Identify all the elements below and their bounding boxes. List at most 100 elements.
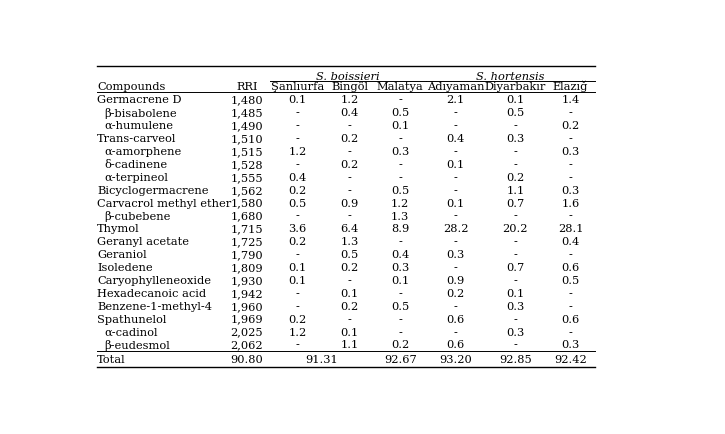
Text: α-humulene: α-humulene — [104, 121, 174, 131]
Text: Germacrene D: Germacrene D — [97, 95, 182, 105]
Text: 0.9: 0.9 — [447, 275, 465, 285]
Text: 0.1: 0.1 — [391, 275, 410, 285]
Text: 1,809: 1,809 — [231, 263, 263, 273]
Text: 0.4: 0.4 — [341, 108, 359, 118]
Text: -: - — [513, 340, 518, 350]
Text: 1,562: 1,562 — [231, 185, 263, 195]
Text: 1,490: 1,490 — [231, 121, 263, 131]
Text: 1,580: 1,580 — [231, 198, 263, 208]
Text: -: - — [454, 301, 457, 311]
Text: Spathunelol: Spathunelol — [97, 314, 167, 324]
Text: 0.2: 0.2 — [289, 185, 307, 195]
Text: 1,515: 1,515 — [231, 147, 263, 157]
Text: -: - — [513, 160, 518, 170]
Text: RRI: RRI — [236, 82, 257, 92]
Text: -: - — [454, 108, 457, 118]
Text: 0.5: 0.5 — [391, 301, 410, 311]
Text: 0.5: 0.5 — [391, 108, 410, 118]
Text: -: - — [454, 121, 457, 131]
Text: -: - — [296, 301, 299, 311]
Text: -: - — [513, 275, 518, 285]
Text: 1,510: 1,510 — [231, 134, 263, 144]
Text: -: - — [348, 314, 352, 324]
Text: 0.1: 0.1 — [289, 263, 307, 273]
Text: 28.2: 28.2 — [443, 224, 468, 234]
Text: 1,942: 1,942 — [231, 288, 263, 298]
Text: S. boissieri: S. boissieri — [316, 72, 380, 82]
Text: Compounds: Compounds — [97, 82, 166, 92]
Text: -: - — [568, 327, 573, 337]
Text: 0.6: 0.6 — [561, 314, 579, 324]
Text: 1,960: 1,960 — [231, 301, 263, 311]
Text: Total: Total — [97, 354, 126, 364]
Text: 1,555: 1,555 — [231, 172, 263, 182]
Text: 0.3: 0.3 — [561, 185, 579, 195]
Text: δ-cadinene: δ-cadinene — [104, 160, 167, 170]
Text: -: - — [568, 172, 573, 182]
Text: 1.1: 1.1 — [506, 185, 524, 195]
Text: 0.6: 0.6 — [447, 314, 465, 324]
Text: -: - — [398, 237, 402, 247]
Text: 0.3: 0.3 — [391, 263, 410, 273]
Text: 1,930: 1,930 — [231, 275, 263, 285]
Text: 0.3: 0.3 — [447, 250, 465, 260]
Text: -: - — [568, 211, 573, 221]
Text: 0.9: 0.9 — [341, 198, 359, 208]
Text: 28.1: 28.1 — [558, 224, 583, 234]
Text: 1,528: 1,528 — [231, 160, 263, 170]
Text: 0.2: 0.2 — [341, 301, 359, 311]
Text: 0.3: 0.3 — [506, 301, 524, 311]
Text: -: - — [568, 250, 573, 260]
Text: -: - — [513, 250, 518, 260]
Text: 0.5: 0.5 — [289, 198, 307, 208]
Text: 0.5: 0.5 — [391, 185, 410, 195]
Text: 1,790: 1,790 — [231, 250, 263, 260]
Text: 0.2: 0.2 — [447, 288, 465, 298]
Text: 1,715: 1,715 — [231, 224, 263, 234]
Text: -: - — [513, 211, 518, 221]
Text: -: - — [454, 185, 457, 195]
Text: -: - — [568, 134, 573, 144]
Text: Caryophylleneoxide: Caryophylleneoxide — [97, 275, 212, 285]
Text: -: - — [348, 275, 352, 285]
Text: -: - — [296, 134, 299, 144]
Text: 90.80: 90.80 — [231, 354, 263, 364]
Text: 0.2: 0.2 — [289, 314, 307, 324]
Text: Isoledene: Isoledene — [97, 263, 153, 273]
Text: 1,969: 1,969 — [231, 314, 263, 324]
Text: 0.2: 0.2 — [341, 263, 359, 273]
Text: -: - — [398, 314, 402, 324]
Text: -: - — [296, 121, 299, 131]
Text: 20.2: 20.2 — [502, 224, 528, 234]
Text: 0.3: 0.3 — [506, 134, 524, 144]
Text: 0.3: 0.3 — [561, 147, 579, 157]
Text: 0.3: 0.3 — [506, 327, 524, 337]
Text: 0.4: 0.4 — [391, 250, 410, 260]
Text: 1.2: 1.2 — [391, 198, 410, 208]
Text: -: - — [398, 160, 402, 170]
Text: 0.2: 0.2 — [341, 160, 359, 170]
Text: α-cadinol: α-cadinol — [104, 327, 158, 337]
Text: -: - — [296, 108, 299, 118]
Text: Elazığ: Elazığ — [552, 81, 588, 92]
Text: 0.5: 0.5 — [506, 108, 524, 118]
Text: 1.6: 1.6 — [561, 198, 579, 208]
Text: 3.6: 3.6 — [289, 224, 307, 234]
Text: 0.1: 0.1 — [506, 288, 524, 298]
Text: -: - — [296, 250, 299, 260]
Text: 91.31: 91.31 — [306, 354, 339, 364]
Text: 1.3: 1.3 — [391, 211, 410, 221]
Text: 0.2: 0.2 — [391, 340, 410, 350]
Text: Bingöl: Bingöl — [331, 82, 368, 92]
Text: Malatya: Malatya — [377, 82, 423, 92]
Text: 0.7: 0.7 — [506, 198, 524, 208]
Text: -: - — [454, 211, 457, 221]
Text: 0.1: 0.1 — [289, 275, 307, 285]
Text: -: - — [398, 95, 402, 105]
Text: 0.5: 0.5 — [561, 275, 579, 285]
Text: 92.67: 92.67 — [384, 354, 417, 364]
Text: -: - — [296, 211, 299, 221]
Text: α-terpineol: α-terpineol — [104, 172, 168, 182]
Text: Carvacrol methyl ether: Carvacrol methyl ether — [97, 198, 231, 208]
Text: -: - — [454, 237, 457, 247]
